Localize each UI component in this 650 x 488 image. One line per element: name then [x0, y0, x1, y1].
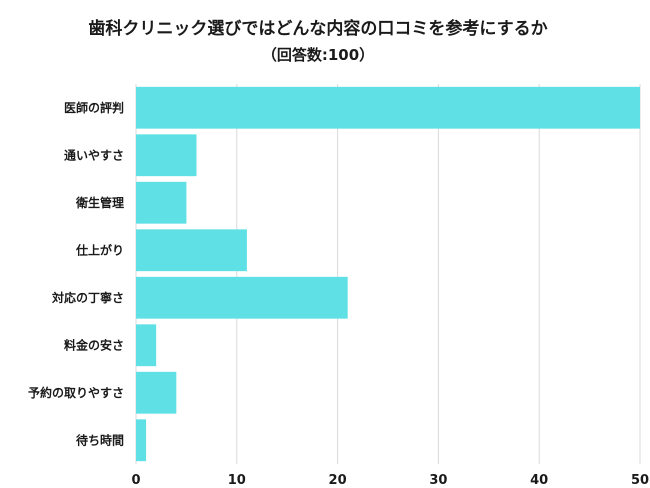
category-label: 仕上がり — [75, 242, 124, 257]
x-tick-label: 30 — [429, 473, 447, 488]
category-label: 医師の評判 — [64, 100, 124, 115]
x-tick-label: 0 — [131, 473, 140, 488]
category-label: 通いやすさ — [64, 147, 124, 162]
category-label: 衛生管理 — [75, 195, 124, 210]
category-label: 対応の丁寧さ — [51, 290, 124, 305]
x-tick-label: 10 — [228, 473, 246, 488]
x-tick-label: 20 — [329, 473, 347, 488]
category-label: 予約の取りやすさ — [28, 385, 124, 400]
bar — [136, 181, 187, 224]
category-label: 料金の安さ — [64, 337, 124, 352]
bar — [136, 86, 640, 129]
chart-subtitle: （回答数:100） — [262, 46, 374, 64]
category-label: 待ち時間 — [76, 432, 124, 447]
x-tick-label: 50 — [631, 473, 649, 488]
bar — [136, 324, 157, 367]
bar — [136, 371, 177, 414]
bar — [136, 229, 247, 272]
bar — [136, 276, 348, 319]
chart-title: 歯科クリニック選びではどんな内容の口コミを参考にするか — [88, 18, 547, 39]
bar — [136, 134, 197, 177]
category-labels: 医師の評判通いやすさ衛生管理仕上がり対応の丁寧さ料金の安さ予約の取りやすさ待ち時… — [28, 100, 124, 448]
x-tick-labels: 0 10 20 30 40 50 — [131, 473, 649, 488]
gridlines — [135, 84, 641, 464]
bar — [136, 419, 147, 462]
x-tick-label: 40 — [530, 473, 548, 488]
bars — [136, 86, 640, 462]
